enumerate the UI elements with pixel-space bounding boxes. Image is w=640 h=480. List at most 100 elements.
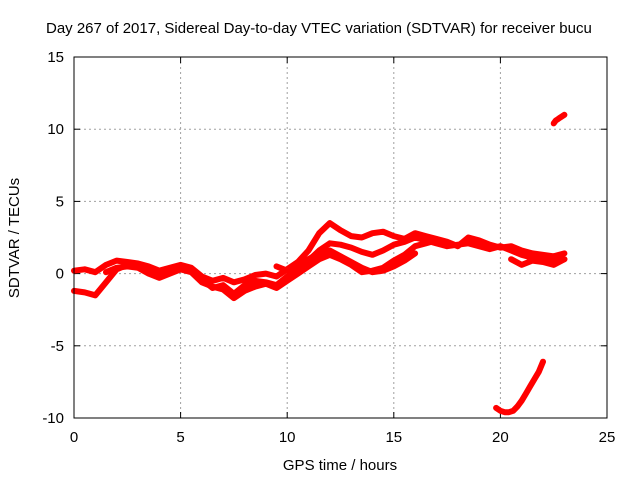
data-point [359,235,365,240]
data-point [220,275,226,281]
x-tick-label: 20 [492,429,509,446]
data-point [348,245,354,251]
data-point [178,266,184,272]
data-point [242,276,248,282]
series-segment-low [493,358,546,416]
data-point [540,259,546,265]
data-point [380,229,386,235]
y-tick-label: 10 [47,121,64,138]
plot-frame [73,56,608,419]
x-tick-label: 0 [70,429,78,446]
data-point [284,278,290,284]
data-point [551,253,557,259]
data-point [487,246,493,252]
data-point [327,240,333,246]
x-tick-label: 5 [176,429,184,446]
data-point [402,258,407,264]
data-point [103,262,109,268]
data-point [327,220,333,226]
data-point [402,252,407,258]
data-point [295,271,301,277]
data-point [82,289,88,295]
data-point [263,271,269,277]
data-point [359,249,365,255]
data-point [476,243,482,249]
data-point [465,240,471,246]
data-point [515,403,520,409]
data-point [274,285,279,291]
data-point [391,258,397,264]
data-point [242,282,248,288]
data-point [412,230,418,236]
data-point [156,269,162,275]
data-point [103,279,109,285]
data-point [465,235,471,240]
data-point [274,263,279,269]
data-point [391,242,397,248]
data-point [455,242,461,248]
data-point [188,269,194,275]
data-point [536,369,542,375]
data-point [316,250,322,256]
y-tick-label: -5 [51,338,64,355]
data-point [370,269,375,275]
data-point [348,259,354,265]
data-point [523,391,529,396]
data-point [359,265,365,271]
data-point [348,233,354,239]
data-point [92,292,98,298]
data-point [242,288,248,294]
y-tick-label: 0 [56,266,64,283]
data-point [506,409,512,415]
series-line [71,234,568,299]
data-point [306,256,311,262]
data-point [551,262,557,268]
data-point [412,250,418,256]
data-point [497,243,503,249]
data-point [561,112,567,118]
data-point [412,243,418,249]
data-point [412,235,418,240]
data-point [497,408,503,414]
y-axis-label: SDTVAR / TECUs [6,178,23,298]
data-point [380,268,386,274]
x-tick-label: 25 [599,429,616,446]
chart-title: Day 267 of 2017, Sidereal Day-to-day VTE… [46,20,592,37]
series-track-5 [508,256,568,268]
data-point [508,248,514,253]
data-point [252,272,258,278]
data-point [519,252,525,258]
data-point [252,278,258,284]
series-track-4 [273,247,419,276]
data-point [231,295,237,301]
data-point [210,278,216,284]
series-line [493,358,546,416]
y-tick-label: 15 [47,49,64,66]
data-point [338,253,343,259]
x-tick-label: 15 [385,429,402,446]
data-point [508,256,514,262]
data-point [540,359,546,365]
data-point [561,256,567,262]
data-point [391,233,397,239]
data-point [423,240,429,246]
data-point [156,275,162,281]
data-point [263,281,269,287]
data-point [380,248,386,253]
grid [74,57,607,418]
data-point [124,263,130,269]
data-point [402,239,407,245]
data-point [370,230,375,236]
data-point [135,265,141,271]
y-tick-label: -10 [42,410,64,427]
data-point [274,274,279,279]
data-point [444,243,450,249]
data-point [220,287,226,292]
data-point [167,271,173,277]
data-series [71,111,568,416]
data-point [231,279,237,285]
data-point [316,256,322,262]
data-point [92,269,98,275]
